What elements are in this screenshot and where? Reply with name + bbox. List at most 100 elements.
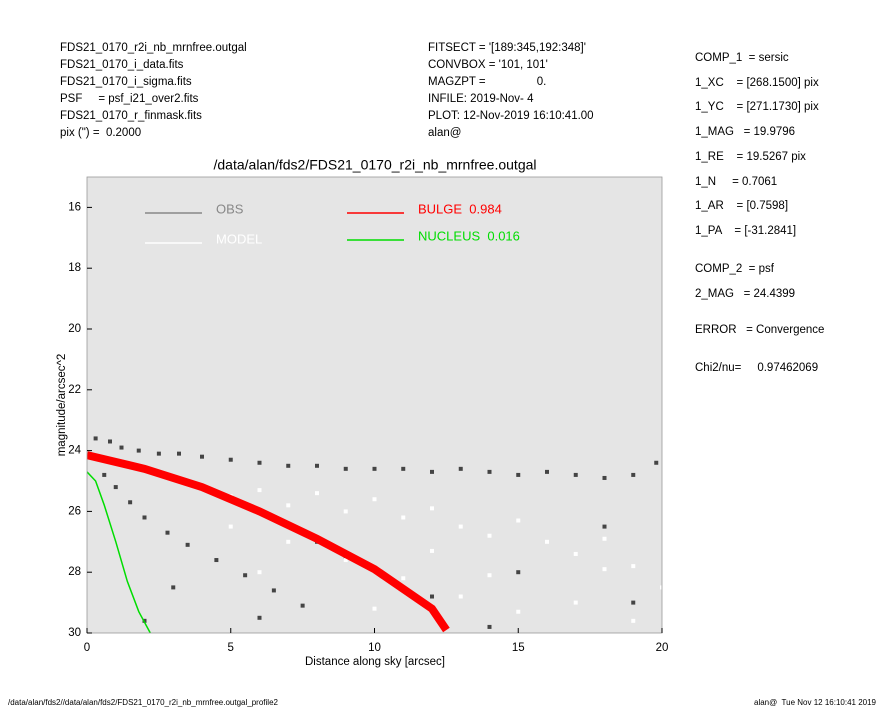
legend-label: BULGE 0.984	[418, 201, 502, 216]
header-right-line: 1_AR = [0.7598]	[695, 200, 788, 212]
data-point	[602, 536, 607, 541]
data-point	[185, 542, 190, 547]
y-tick-label: 30	[68, 627, 81, 639]
data-point	[343, 509, 348, 514]
data-point	[631, 600, 636, 605]
data-point	[545, 469, 549, 474]
header-right-line: 1_MAG = 19.9796	[695, 126, 795, 138]
header-left-line: pix (") = 0.2000	[60, 127, 141, 139]
data-point	[271, 588, 276, 593]
header-right-line: Chi2/nu= 0.97462069	[695, 362, 818, 374]
data-point	[228, 457, 233, 462]
header-left-line: PSF = psf_i21_over2.fits	[60, 93, 199, 105]
footer-left: /data/alan/fds2//data/alan/fds2/FDS21_01…	[8, 698, 279, 707]
data-point	[93, 436, 98, 441]
header-left-line: FDS21_0170_r2i_nb_mrnfree.outgal	[60, 42, 247, 54]
plot-area	[87, 177, 662, 633]
header-middle-line: INFILE: 2019-Nov- 4	[428, 93, 534, 105]
header-middle-line: FITSECT = '[189:345,192:348]'	[428, 42, 586, 54]
data-point	[660, 585, 662, 590]
y-tick-label: 20	[68, 323, 81, 335]
data-point	[458, 524, 463, 529]
data-point	[286, 503, 291, 508]
data-point	[257, 488, 262, 493]
data-point	[487, 573, 492, 578]
header-middle-line: CONVBOX = '101, 101'	[428, 59, 548, 71]
x-tick-label: 15	[512, 642, 525, 654]
data-point	[430, 506, 434, 511]
header-middle-line: alan@	[428, 127, 461, 139]
data-point	[343, 466, 348, 471]
header-right-line: ERROR = Convergence	[695, 324, 824, 336]
data-point	[300, 603, 305, 608]
data-point	[573, 551, 578, 556]
data-point	[602, 567, 607, 572]
data-point	[286, 463, 291, 468]
data-point	[165, 530, 170, 535]
data-point	[516, 609, 521, 614]
data-point	[200, 454, 204, 459]
data-point	[243, 573, 248, 578]
data-point	[631, 472, 636, 477]
legend-label: MODEL	[216, 231, 262, 246]
y-axis-label: magnitude/arcsec^2	[56, 354, 68, 457]
data-point	[654, 460, 659, 465]
model-curve	[87, 451, 450, 633]
data-point	[401, 515, 406, 520]
x-tick-label: 10	[368, 642, 381, 654]
header-middle-line: PLOT: 12-Nov-2019 16:10:41.00	[428, 110, 594, 122]
data-point	[171, 585, 176, 590]
data-point	[315, 491, 319, 496]
data-point	[430, 469, 434, 474]
model-curve	[87, 471, 151, 633]
data-point	[516, 570, 521, 575]
x-tick-label: 0	[84, 642, 90, 654]
data-point	[573, 600, 578, 605]
data-point	[516, 472, 521, 477]
data-point	[228, 524, 233, 529]
data-point	[113, 485, 118, 490]
data-point	[108, 439, 112, 444]
header-middle-line: MAGZPT = 0.	[428, 76, 546, 88]
header-left-line: FDS21_0170_i_sigma.fits	[60, 76, 192, 88]
data-point	[257, 460, 262, 465]
y-tick-label: 18	[68, 262, 81, 274]
data-point	[214, 558, 219, 563]
data-point	[602, 524, 607, 529]
legend-label: NUCLEUS 0.016	[418, 228, 520, 243]
header-right-line: COMP_1 = sersic	[695, 52, 789, 64]
data-point	[257, 570, 262, 575]
data-point	[156, 451, 161, 456]
x-tick-label: 20	[656, 642, 669, 654]
header-left-line: FDS21_0170_i_data.fits	[60, 59, 184, 71]
data-point	[573, 472, 578, 477]
x-axis-label: Distance along sky [arcsec]	[305, 656, 445, 668]
data-point	[458, 466, 463, 471]
y-tick-label: 16	[68, 201, 81, 213]
data-point	[401, 466, 406, 471]
data-point	[286, 539, 291, 544]
legend-label: OBS	[216, 201, 244, 216]
header-left-line: FDS21_0170_r_finmask.fits	[60, 110, 202, 122]
header-right-line: 1_YC = [271.1730] pix	[695, 101, 819, 113]
data-point	[487, 469, 492, 474]
header-right-line: COMP_2 = psf	[695, 263, 775, 275]
header-right-line: 1_XC = [268.1500] pix	[695, 77, 819, 89]
data-point	[458, 594, 463, 599]
data-point	[142, 515, 147, 520]
data-point	[516, 518, 521, 523]
data-point	[602, 475, 607, 480]
data-point	[315, 463, 319, 468]
data-point	[177, 451, 181, 456]
data-point	[372, 466, 377, 471]
data-point	[119, 445, 124, 450]
data-point	[401, 576, 406, 581]
data-point	[631, 618, 636, 623]
data-point	[128, 500, 133, 505]
data-point	[430, 548, 434, 553]
data-point	[487, 624, 492, 629]
data-point	[102, 472, 107, 477]
header-right-line: 1_N = 0.7061	[695, 176, 777, 188]
data-point	[487, 533, 492, 538]
